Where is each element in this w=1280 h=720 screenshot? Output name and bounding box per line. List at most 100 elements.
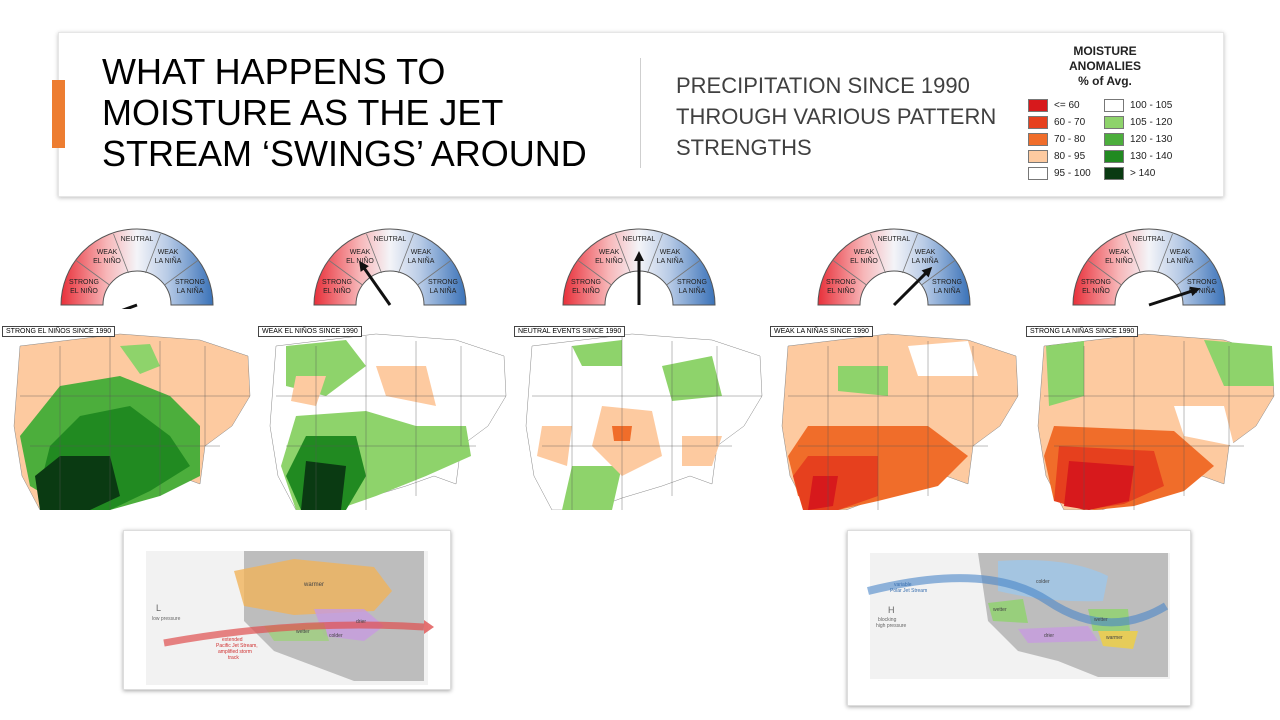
enso-gauge-strong-la-nina: NEUTRAL WEAK EL NIÑO WEAK LA NIÑA STRONG… [1072, 228, 1226, 307]
gauge-label-neutral: NEUTRAL [374, 236, 407, 243]
gauge-label-weak-el-nino-1: WEAK [97, 249, 118, 256]
legend-item: 80 - 95 [1028, 149, 1085, 164]
label-low-pressure: low pressure [152, 616, 181, 622]
enso-gauge-weak-el-nino: NEUTRAL WEAK EL NIÑO WEAK LA NIÑA STRONG… [313, 228, 467, 306]
map-strong-el-ninos [0, 326, 256, 510]
gauge-needle [892, 266, 933, 307]
legend-label: 120 - 130 [1130, 134, 1173, 145]
gauge-label-neutral: NEUTRAL [1133, 236, 1166, 243]
legend-swatch [1028, 150, 1048, 163]
label-la-nina-colder: colder [1036, 579, 1050, 585]
legend-title-line-1: MOISTURE [1073, 44, 1137, 58]
legend-label: 70 - 80 [1054, 134, 1086, 145]
gauge-label-weak-la-nina-2: LA NIÑA [912, 256, 939, 265]
legend-item: > 140 [1104, 166, 1155, 181]
gauge-label-strong-el-nino-2: EL NIÑO [572, 286, 600, 295]
label-drier: drier [356, 619, 366, 625]
gauge-label-weak-el-nino-2: EL NIÑO [346, 256, 374, 265]
legend-title-line-3: % of Avg. [1078, 74, 1132, 88]
legend-swatch [1028, 167, 1048, 180]
precipitation-maps: STRONG EL NIÑOS SINCE 1990 WEAK EL NIÑOS… [0, 326, 1280, 510]
gauge-label-weak-el-nino-1: WEAK [1109, 249, 1130, 256]
gauge-label-weak-el-nino-2: EL NIÑO [850, 256, 878, 265]
gauge-label-weak-la-nina-2: LA NIÑA [155, 256, 182, 265]
legend-swatch [1104, 150, 1124, 163]
legend-label: 60 - 70 [1054, 117, 1086, 128]
legend-item: <= 60 [1028, 98, 1080, 113]
legend-title-line-2: ANOMALIES [1069, 59, 1141, 73]
label-colder: colder [329, 633, 343, 639]
gauge-label-strong-el-nino-2: EL NIÑO [1082, 286, 1110, 295]
gauge-label-strong-la-nina-1: STRONG [677, 279, 707, 286]
label-la-nina-jet-1: variable [894, 582, 912, 588]
gauge-face [817, 228, 971, 306]
gauge-label-strong-el-nino-2: EL NIÑO [323, 286, 351, 295]
el-nino-jet-pattern-map: warmer L low pressure wetter drier colde… [123, 530, 451, 690]
gauge-label-weak-la-nina-1: WEAK [1170, 249, 1191, 256]
gauge-label-strong-la-nina-2: LA NIÑA [430, 286, 457, 295]
gauge-label-strong-el-nino-1: STRONG [571, 279, 601, 286]
gauge-label-neutral: NEUTRAL [878, 236, 911, 243]
map-weak-la-ninas [768, 326, 1024, 510]
map-neutral-events [512, 326, 768, 510]
legend-swatch [1104, 167, 1124, 180]
map-label-weak-la-ninas: WEAK LA NIÑAS SINCE 1990 [770, 326, 873, 337]
page-subtitle: PRECIPITATION SINCE 1990 THROUGH VARIOUS… [676, 73, 997, 160]
gauge-label-weak-el-nino-2: EL NIÑO [1105, 256, 1133, 265]
label-high-symbol: H [888, 605, 895, 615]
label-blocking-1: blocking [878, 617, 897, 623]
gauge-label-weak-el-nino-1: WEAK [854, 249, 875, 256]
map-label-weak-el-ninos: WEAK EL NIÑOS SINCE 1990 [258, 326, 362, 337]
gauge-label-strong-el-nino-1: STRONG [826, 279, 856, 286]
legend-swatch [1104, 133, 1124, 146]
gauge-label-strong-el-nino-1: STRONG [322, 279, 352, 286]
gauge-label-weak-el-nino-1: WEAK [350, 249, 371, 256]
legend-swatch [1028, 133, 1048, 146]
legend-label: 100 - 105 [1130, 100, 1173, 111]
el-nino-jet-pattern-diagram: warmer L low pressure wetter drier colde… [146, 551, 434, 685]
gauge-label-strong-el-nino-1: STRONG [69, 279, 99, 286]
legend-item: 120 - 130 [1104, 132, 1172, 147]
la-nina-jet-pattern-map: variable Polar Jet Stream H blocking hig… [847, 530, 1191, 706]
legend-item: 130 - 140 [1104, 149, 1172, 164]
legend-label: > 140 [1130, 168, 1156, 179]
gauge-label-weak-la-nina-1: WEAK [660, 249, 681, 256]
map-strong-la-ninas [1024, 326, 1280, 510]
gauge-needle [359, 260, 392, 306]
legend-item: 100 - 105 [1104, 98, 1172, 113]
gauge-label-weak-el-nino-2: EL NIÑO [93, 256, 121, 265]
legend-label: 95 - 100 [1054, 168, 1091, 179]
enso-gauge-weak-la-nina: NEUTRAL WEAK EL NIÑO WEAK LA NIÑA STRONG… [817, 228, 971, 307]
gauge-label-strong-la-nina-2: LA NIÑA [1189, 286, 1216, 295]
gauge-label-strong-el-nino-2: EL NIÑO [70, 286, 98, 295]
gauge-needle [1148, 286, 1201, 307]
gauge-label-weak-la-nina-1: WEAK [411, 249, 432, 256]
la-nina-jet-pattern-diagram: variable Polar Jet Stream H blocking hig… [867, 553, 1170, 679]
map-label-strong-el-ninos: STRONG EL NIÑOS SINCE 1990 [2, 326, 116, 337]
gauge-needle [91, 303, 138, 309]
legend-swatch [1028, 99, 1048, 112]
gauge-label-strong-la-nina-2: LA NIÑA [934, 286, 961, 295]
gauge-needle [634, 251, 644, 305]
label-low-pressure-symbol: L [156, 603, 161, 613]
legend-item: 70 - 80 [1028, 132, 1085, 147]
gauge-label-neutral: NEUTRAL [623, 236, 656, 243]
label-la-nina-wetter-w: wetter [993, 607, 1007, 613]
gauge-label-strong-la-nina-1: STRONG [428, 279, 458, 286]
label-jet-3: amplified storm [218, 649, 252, 655]
gauge-label-weak-el-nino-2: EL NIÑO [595, 256, 623, 265]
gauge-face [313, 228, 467, 306]
label-la-nina-wetter-e: wetter [1094, 617, 1108, 623]
legend-label: 80 - 95 [1054, 151, 1086, 162]
gauge-face [60, 228, 214, 306]
gauge-label-weak-la-nina-1: WEAK [158, 249, 179, 256]
gauge-label-weak-la-nina-1: WEAK [915, 249, 936, 256]
map-weak-el-ninos [256, 326, 512, 510]
legend-label: 105 - 120 [1130, 117, 1173, 128]
title-accent-bar [52, 80, 65, 148]
label-wetter: wetter [296, 629, 310, 635]
header-divider [640, 58, 641, 168]
label-jet-4: track [228, 655, 239, 661]
label-jet-1: extended [222, 637, 243, 643]
gauge-label-strong-el-nino-1: STRONG [1081, 279, 1111, 286]
